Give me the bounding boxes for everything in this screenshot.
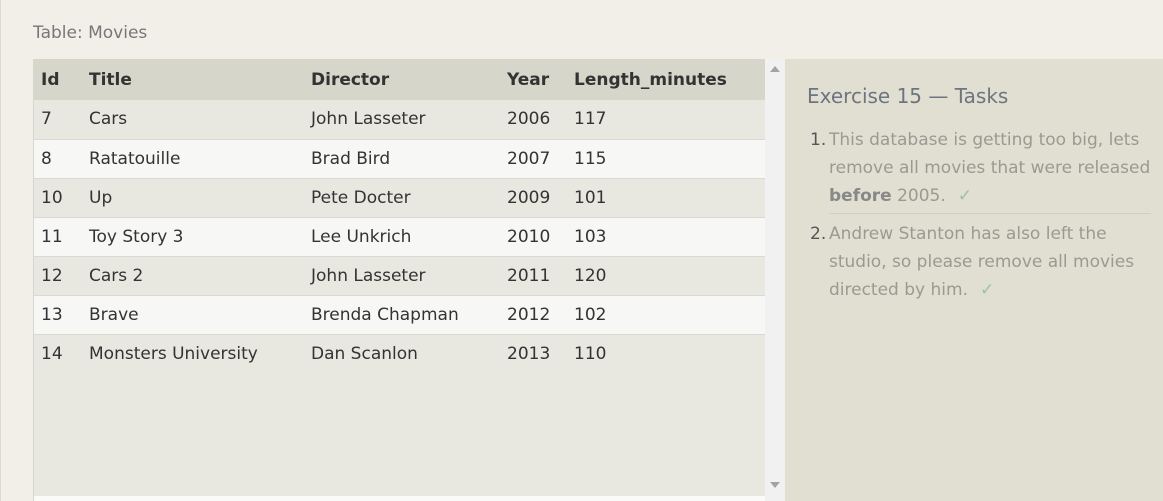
cell-year: 2006 <box>507 109 551 130</box>
cell-length-minutes: 102 <box>574 304 607 325</box>
task-number: 1. <box>810 130 827 150</box>
task-item-1: 1. This database is getting too big, let… <box>807 126 1152 210</box>
cell-title: Cars 2 <box>89 265 144 286</box>
page-left-border <box>0 0 1 501</box>
cell-year: 2010 <box>507 226 551 247</box>
task-text-part: Andrew Stanton has also left the studio,… <box>829 224 1135 300</box>
column-header-director[interactable]: Director <box>311 69 390 90</box>
table-scrollbar[interactable] <box>765 59 785 501</box>
cell-length-minutes: 103 <box>574 226 607 247</box>
table-row: 14 Monsters University Dan Scanlon 2013 … <box>34 334 766 373</box>
table-row: 8 Ratatouille Brad Bird 2007 115 <box>34 139 766 178</box>
column-header-length-minutes[interactable]: Length_minutes <box>574 69 727 90</box>
table-header-row: Id Title Director Year Length_minutes <box>34 59 766 100</box>
cell-year: 2013 <box>507 343 551 364</box>
column-header-year[interactable]: Year <box>507 69 550 90</box>
table-row: 13 Brave Brenda Chapman 2012 102 <box>34 295 766 334</box>
column-header-title[interactable]: Title <box>89 69 132 90</box>
scroll-up-arrow-icon[interactable] <box>770 66 780 72</box>
cell-id: 14 <box>41 343 63 364</box>
cell-title: Toy Story 3 <box>89 226 184 247</box>
cell-id: 12 <box>41 265 63 286</box>
task-divider <box>829 213 1151 214</box>
cell-director: John Lasseter <box>311 265 426 286</box>
task-text-part: This database is getting too big, lets r… <box>829 130 1151 178</box>
task-item-2: 2. Andrew Stanton has also left the stud… <box>807 220 1152 304</box>
table-row: 10 Up Pete Docter 2009 101 <box>34 178 766 217</box>
scroll-down-arrow-icon[interactable] <box>770 482 780 488</box>
cell-year: 2009 <box>507 187 551 208</box>
cell-id: 10 <box>41 187 63 208</box>
column-header-id[interactable]: Id <box>41 69 60 90</box>
cell-year: 2012 <box>507 304 551 325</box>
task-number: 2. <box>810 224 827 244</box>
cell-length-minutes: 115 <box>574 148 607 169</box>
cell-director: Brenda Chapman <box>311 304 459 325</box>
cell-length-minutes: 101 <box>574 187 607 208</box>
cell-director: John Lasseter <box>311 109 426 130</box>
cell-director: Lee Unkrich <box>311 226 412 247</box>
cell-year: 2011 <box>507 265 551 286</box>
checkmark-icon: ✓ <box>957 186 973 206</box>
cell-title: Cars <box>89 109 128 130</box>
cell-id: 13 <box>41 304 63 325</box>
task-text-bold: before <box>829 186 892 206</box>
cell-title: Ratatouille <box>89 148 181 169</box>
cell-length-minutes: 117 <box>574 109 607 130</box>
task-text-part: 2005. <box>891 186 946 206</box>
cell-title: Brave <box>89 304 139 325</box>
table-row: 7 Cars John Lasseter 2006 117 <box>34 100 766 139</box>
cell-title: Up <box>89 187 113 208</box>
cell-length-minutes: 110 <box>574 343 607 364</box>
cell-year: 2007 <box>507 148 551 169</box>
tasks-title: Exercise 15 — Tasks <box>807 84 1009 108</box>
cell-id: 7 <box>41 109 52 130</box>
cell-id: 11 <box>41 226 63 247</box>
cell-length-minutes: 120 <box>574 265 607 286</box>
task-text: Andrew Stanton has also left the studio,… <box>829 220 1152 304</box>
task-text: This database is getting too big, lets r… <box>829 126 1152 210</box>
movies-table-panel: Id Title Director Year Length_minutes 7 … <box>33 59 766 501</box>
movies-table: Id Title Director Year Length_minutes 7 … <box>34 59 766 373</box>
checkmark-icon: ✓ <box>979 280 995 300</box>
table-row: 12 Cars 2 John Lasseter 2011 120 <box>34 256 766 295</box>
cell-title: Monsters University <box>89 343 258 364</box>
table-title: Table: Movies <box>33 23 148 43</box>
cell-director: Pete Docter <box>311 187 411 208</box>
cell-director: Brad Bird <box>311 148 391 169</box>
cell-id: 8 <box>41 148 52 169</box>
table-bottom-edge <box>34 496 766 501</box>
tasks-panel: Exercise 15 — Tasks 1. This database is … <box>785 59 1163 501</box>
table-row: 11 Toy Story 3 Lee Unkrich 2010 103 <box>34 217 766 256</box>
cell-director: Dan Scanlon <box>311 343 418 364</box>
